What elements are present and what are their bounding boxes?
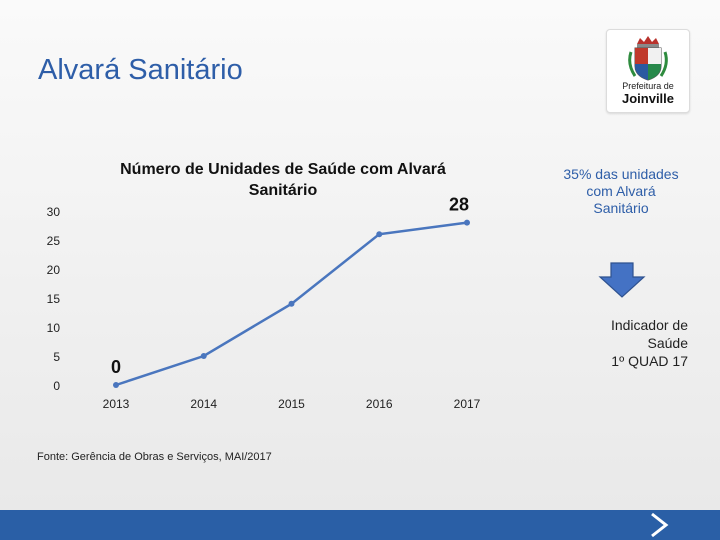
x-tick-label: 2014: [190, 397, 217, 411]
arrow-down-icon: [598, 262, 646, 298]
data-point: [113, 382, 119, 388]
x-tick-label: 2017: [454, 397, 481, 411]
y-tick-label: 15: [47, 292, 61, 306]
chart-title-line1: Número de Unidades de Saúde com Alvará: [120, 161, 446, 178]
logo-text-line1: Prefeitura de: [622, 81, 674, 91]
data-label: 0: [111, 357, 121, 377]
indicator-line1: Indicador de: [610, 317, 688, 333]
data-point: [376, 231, 383, 238]
chart-title-line2: Sanitário: [249, 182, 318, 199]
y-tick-label: 25: [47, 234, 61, 248]
x-tick-label: 2016: [366, 397, 393, 411]
slide-title: Alvará Sanitário: [38, 54, 243, 86]
footer-bar: [0, 510, 720, 540]
data-point: [288, 300, 295, 307]
data-point: [464, 219, 470, 226]
logo-text-line2: Joinville: [621, 91, 675, 106]
indicator-line2: Saúde: [647, 335, 688, 351]
y-tick-label: 30: [47, 205, 61, 219]
side-note: 35% das unidades com Alvará Sanitário: [563, 166, 679, 216]
indicator-text: Indicador de Saúde 1º QUAD 17: [560, 316, 688, 370]
x-tick-label: 2013: [103, 397, 130, 411]
y-tick-label: 10: [47, 321, 61, 335]
prefeitura-logo: Prefeitura de Joinville: [606, 29, 690, 113]
data-point: [200, 353, 207, 359]
source-note: Fonte: Gerência de Obras e Serviços, MAI…: [37, 451, 272, 463]
x-tick-label: 2015: [278, 397, 305, 411]
y-tick-label: 20: [47, 263, 61, 277]
y-tick-label: 0: [53, 379, 60, 393]
data-label: 28: [449, 195, 469, 215]
y-tick-label: 5: [53, 350, 60, 364]
chevron-right-icon: [651, 512, 669, 538]
coat-of-arms-icon: [628, 36, 668, 81]
indicator-line3: 1º QUAD 17: [611, 353, 688, 369]
